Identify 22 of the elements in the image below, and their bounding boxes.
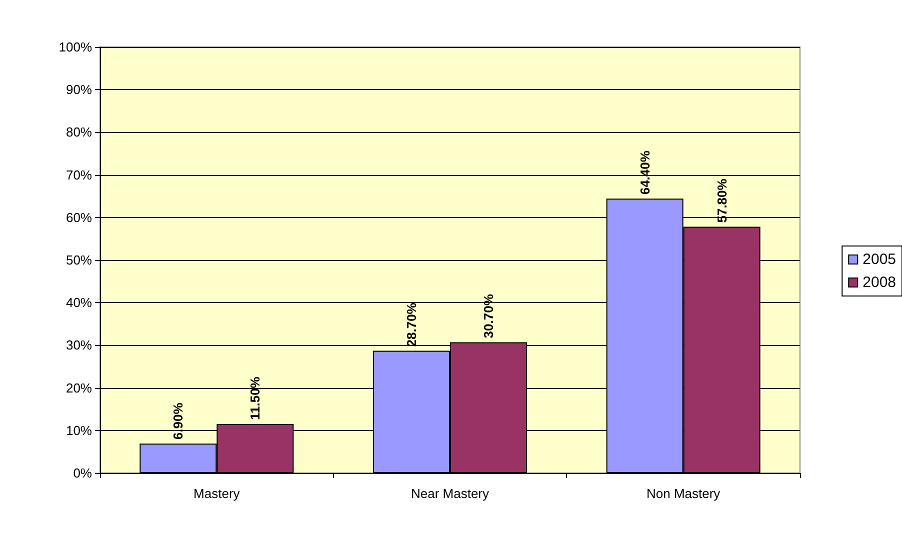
data-label: 57.80% — [714, 178, 730, 223]
y-tick-label: 100% — [58, 40, 92, 54]
y-tick-label: 50% — [66, 252, 92, 268]
y-tick-label: 80% — [66, 124, 92, 140]
data-label: 64.40% — [637, 150, 652, 195]
x-tick-label: Mastery — [194, 486, 240, 501]
y-tick-label: 10% — [66, 422, 92, 438]
y-tick-label: 0% — [73, 466, 92, 480]
x-tick-label: Near Mastery — [410, 486, 490, 501]
data-label: 30.70% — [481, 294, 496, 338]
y-tick-label: 20% — [66, 380, 92, 396]
data-label: 6.90% — [170, 402, 186, 440]
y-tick-label: 70% — [66, 167, 92, 182]
data-label: 28.70% — [404, 302, 419, 347]
y-tick-label: 40% — [66, 295, 92, 310]
x-tick-label: Non Mastery — [646, 486, 721, 501]
data-label: 11.50% — [248, 376, 263, 420]
y-tick-label: 30% — [66, 338, 92, 353]
y-tick-label: 60% — [66, 210, 92, 225]
legend-label: 2008 — [862, 274, 896, 291]
legend-label: 2005 — [862, 251, 896, 268]
y-tick-label: 90% — [66, 82, 92, 98]
